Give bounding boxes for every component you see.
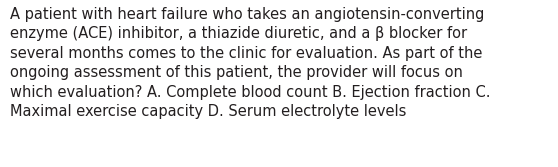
Text: A patient with heart failure who takes an angiotensin-converting
enzyme (ACE) in: A patient with heart failure who takes a… xyxy=(10,7,490,119)
